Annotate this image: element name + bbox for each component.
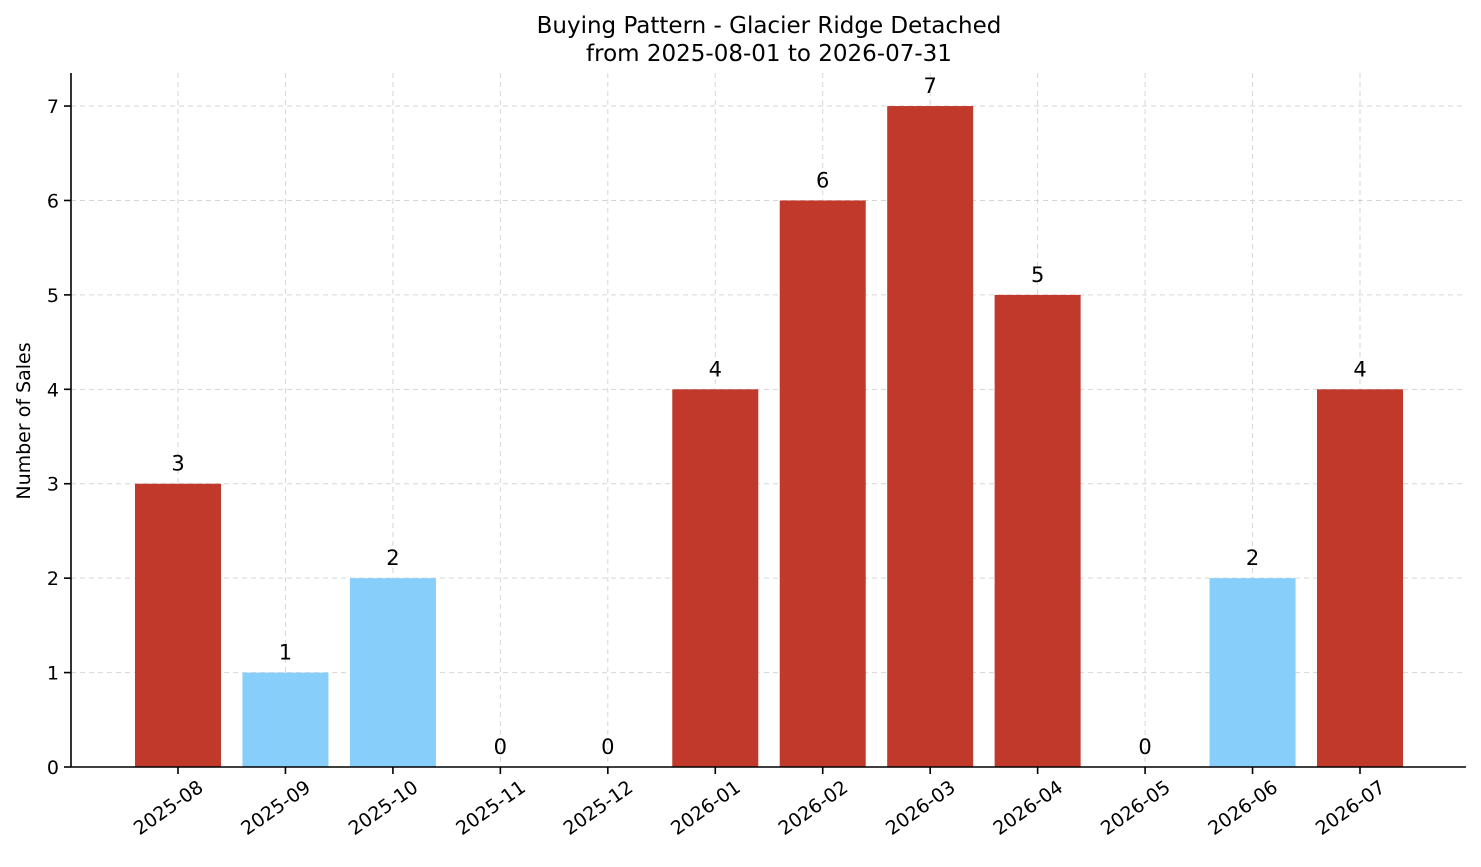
bar[interactable] [672, 389, 759, 767]
bar[interactable] [887, 106, 974, 768]
bar[interactable] [349, 578, 436, 767]
bar-value-label: 1 [279, 641, 292, 665]
chart-subtitle: from 2025-08-01 to 2026-07-31 [586, 41, 952, 67]
x-tick-label: 2026-02 [774, 776, 852, 840]
chart-title: Buying Pattern - Glacier Ridge Detached [537, 13, 1002, 39]
y-tick-label: 7 [47, 96, 59, 118]
y-tick-label: 5 [47, 285, 59, 307]
label-layer: 3 1 2 0 0 4 6 7 5 0 2 4 [171, 74, 1366, 759]
bar-value-label: 5 [1031, 263, 1044, 287]
x-tick-label: 2025-12 [560, 776, 638, 840]
y-tick-label: 0 [47, 757, 59, 779]
y-tick-label: 6 [47, 190, 59, 212]
x-tick-label: 2026-01 [667, 776, 745, 840]
bar-value-label: 0 [1138, 735, 1151, 759]
bar[interactable] [1317, 389, 1403, 767]
x-tick-label: 2025-09 [237, 776, 315, 840]
bar[interactable] [779, 200, 866, 768]
x-tick-label: 2026-04 [989, 776, 1067, 840]
bar[interactable] [242, 672, 329, 767]
bar-value-label: 6 [816, 168, 829, 192]
x-tick-label: 2026-03 [882, 776, 960, 840]
y-tick-label: 2 [47, 568, 59, 590]
bar-value-label: 4 [709, 357, 722, 381]
bar-value-label: 2 [386, 546, 399, 570]
y-tick-label: 1 [47, 663, 59, 685]
x-tick-label: 2026-06 [1204, 776, 1282, 840]
bar-value-label: 7 [923, 74, 936, 98]
x-tick-label: 2026-07 [1312, 776, 1390, 840]
bar[interactable] [994, 294, 1081, 767]
y-tick-label: 4 [47, 379, 59, 401]
y-axis-label: Number of Sales [13, 342, 35, 499]
bar-value-label: 3 [171, 452, 184, 476]
x-tick-label: 2025-10 [345, 776, 423, 840]
bar-value-label: 4 [1353, 357, 1366, 381]
x-tick-label: 2025-11 [452, 776, 530, 840]
bar-layer [135, 106, 1403, 768]
bar[interactable] [1209, 578, 1296, 767]
bar[interactable] [135, 483, 221, 767]
x-tick-label: 2026-05 [1097, 776, 1175, 840]
x-tick-label: 2025-08 [130, 776, 208, 840]
bar-value-label: 0 [601, 735, 614, 759]
y-tick-label: 3 [47, 474, 59, 496]
bar-value-label: 2 [1246, 546, 1259, 570]
bar-value-label: 0 [494, 735, 507, 759]
